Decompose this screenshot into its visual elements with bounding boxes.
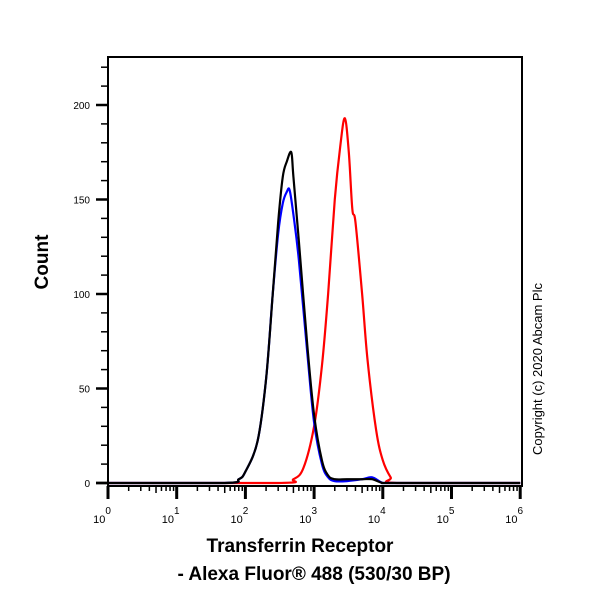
x-tick-label: 101 (162, 506, 180, 526)
red-histogram-line (107, 117, 521, 485)
plot-frame (107, 56, 523, 487)
y-tick-label: 150 (73, 196, 90, 207)
y-tick-label: 50 (79, 385, 91, 396)
y-axis-label: Count (32, 234, 53, 290)
x-tick-label: 102 (230, 506, 248, 526)
x-tick-label: 105 (437, 506, 455, 526)
x-axis: 100 101 102 103 104 105 106 (93, 486, 524, 526)
y-axis: 0 50 100 150 200 (73, 66, 108, 490)
histogram-curves (107, 117, 521, 485)
copyright-annotation: Copyright (c) 2020 Abcam Plc (530, 283, 545, 455)
blue-histogram-line (107, 187, 521, 485)
x-axis-label-line2: - Alexa Fluor® 488 (530/30 BP) (177, 564, 451, 585)
x-axis-label-line1: Transferrin Receptor (206, 536, 394, 557)
x-tick-label: 104 (368, 506, 386, 526)
x-tick-label: 106 (505, 506, 523, 526)
y-tick-label: 0 (84, 479, 90, 490)
x-tick-label: 103 (299, 506, 317, 526)
y-tick-label: 100 (73, 290, 90, 301)
y-tick-label: 200 (73, 101, 90, 112)
black-histogram-line (107, 150, 521, 485)
x-tick-label: 100 (93, 506, 111, 526)
